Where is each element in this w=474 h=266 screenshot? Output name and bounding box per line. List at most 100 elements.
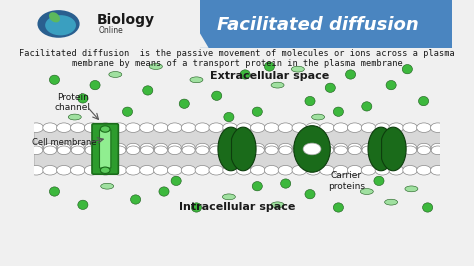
Ellipse shape	[157, 189, 171, 194]
Circle shape	[264, 123, 279, 132]
Circle shape	[320, 143, 334, 152]
Circle shape	[37, 10, 80, 38]
Ellipse shape	[273, 200, 283, 210]
Circle shape	[71, 123, 85, 132]
Circle shape	[307, 146, 320, 155]
Circle shape	[403, 123, 418, 132]
Circle shape	[251, 143, 264, 152]
Circle shape	[293, 143, 306, 152]
Circle shape	[264, 165, 279, 175]
Polygon shape	[231, 127, 256, 171]
Ellipse shape	[141, 88, 154, 93]
Text: Online: Online	[98, 26, 123, 35]
Circle shape	[390, 146, 403, 155]
Ellipse shape	[279, 181, 292, 186]
Circle shape	[292, 165, 307, 175]
Text: Intracellular space: Intracellular space	[179, 202, 295, 213]
Ellipse shape	[402, 65, 412, 74]
Ellipse shape	[251, 183, 264, 189]
Ellipse shape	[417, 98, 430, 104]
Ellipse shape	[78, 200, 88, 210]
Circle shape	[99, 143, 112, 152]
Circle shape	[56, 123, 71, 132]
Circle shape	[100, 126, 110, 132]
Ellipse shape	[70, 112, 80, 122]
Circle shape	[334, 143, 347, 152]
Circle shape	[307, 143, 320, 152]
Circle shape	[196, 146, 209, 155]
Circle shape	[320, 146, 334, 155]
Text: membrane by means of a transport protein in the plasma membrane: membrane by means of a transport protein…	[72, 59, 402, 68]
Circle shape	[168, 146, 181, 155]
Polygon shape	[382, 127, 406, 171]
Circle shape	[181, 123, 196, 132]
Circle shape	[71, 146, 84, 155]
Ellipse shape	[333, 107, 344, 117]
Circle shape	[98, 165, 113, 175]
Circle shape	[334, 146, 347, 155]
Ellipse shape	[325, 83, 336, 93]
Circle shape	[30, 143, 43, 152]
Ellipse shape	[252, 107, 262, 117]
Ellipse shape	[384, 199, 398, 205]
Circle shape	[293, 146, 306, 155]
Circle shape	[182, 143, 195, 152]
Ellipse shape	[333, 203, 344, 212]
Ellipse shape	[263, 64, 276, 69]
Circle shape	[250, 123, 265, 132]
Ellipse shape	[294, 126, 330, 172]
Circle shape	[43, 123, 57, 132]
Polygon shape	[218, 127, 243, 171]
Circle shape	[375, 165, 390, 175]
FancyBboxPatch shape	[180, 0, 452, 48]
Circle shape	[265, 143, 278, 152]
Circle shape	[140, 143, 154, 152]
Ellipse shape	[422, 203, 433, 212]
Ellipse shape	[313, 112, 323, 122]
Ellipse shape	[303, 191, 317, 197]
Circle shape	[210, 143, 223, 152]
Circle shape	[140, 123, 155, 132]
Circle shape	[71, 143, 84, 152]
Ellipse shape	[122, 107, 133, 117]
Circle shape	[306, 165, 320, 175]
Circle shape	[71, 165, 85, 175]
Ellipse shape	[346, 70, 356, 79]
Circle shape	[224, 146, 237, 155]
Text: Facilitated diffusion  is the passive movement of molecules or ions across a pla: Facilitated diffusion is the passive mov…	[19, 49, 455, 59]
Circle shape	[431, 143, 444, 152]
Circle shape	[127, 143, 140, 152]
Circle shape	[279, 143, 292, 152]
Circle shape	[113, 143, 126, 152]
Ellipse shape	[386, 80, 396, 90]
Ellipse shape	[293, 65, 303, 74]
Circle shape	[237, 146, 250, 155]
Circle shape	[85, 146, 98, 155]
Circle shape	[127, 146, 140, 155]
Circle shape	[29, 165, 44, 175]
Circle shape	[195, 123, 210, 132]
Ellipse shape	[179, 99, 189, 109]
Circle shape	[210, 146, 223, 155]
Ellipse shape	[406, 184, 417, 194]
Circle shape	[140, 165, 155, 175]
Ellipse shape	[305, 97, 315, 106]
Circle shape	[292, 123, 307, 132]
Circle shape	[348, 146, 361, 155]
Circle shape	[29, 123, 44, 132]
Ellipse shape	[212, 91, 222, 101]
Circle shape	[375, 123, 390, 132]
Circle shape	[390, 143, 403, 152]
Circle shape	[43, 165, 57, 175]
Circle shape	[224, 143, 237, 152]
Circle shape	[195, 165, 210, 175]
Circle shape	[196, 143, 209, 152]
Circle shape	[348, 143, 361, 152]
Polygon shape	[368, 127, 392, 171]
Circle shape	[237, 165, 251, 175]
Circle shape	[100, 167, 110, 173]
Ellipse shape	[78, 94, 88, 103]
Circle shape	[209, 123, 224, 132]
Ellipse shape	[360, 103, 374, 109]
Circle shape	[403, 165, 418, 175]
